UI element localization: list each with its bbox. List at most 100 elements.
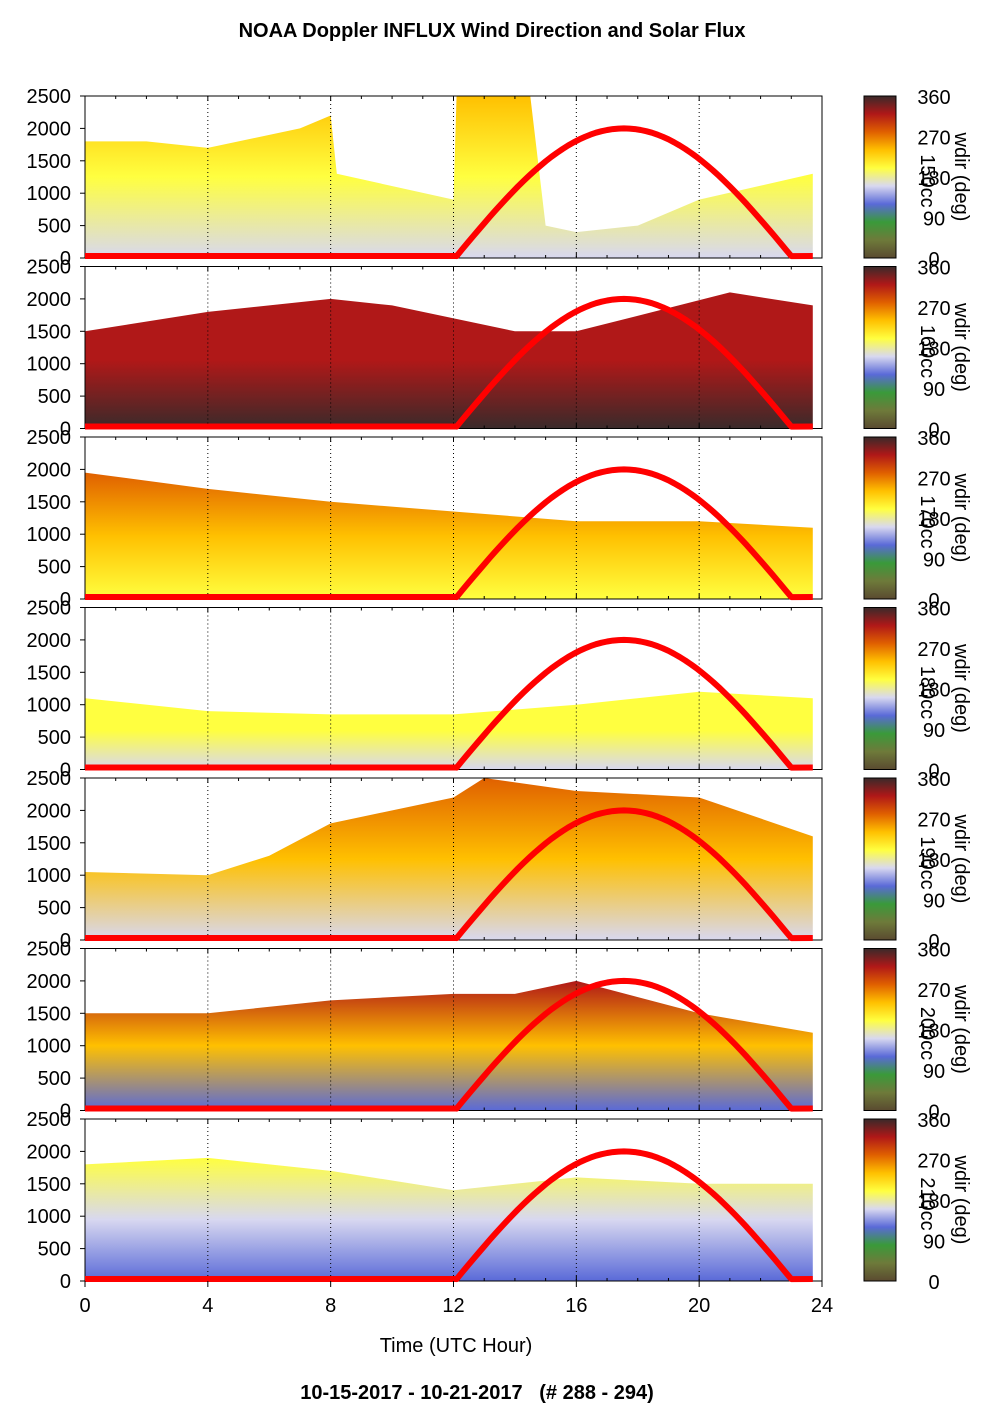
colorbar-tick-label: 270 [917,810,950,832]
panel-7: 0 500 1000 1500 2000 2500 0 90 180 270 360 wdir (de… [27,1109,973,1294]
colorbar-tick-label: 360 [917,599,950,621]
colorbar-gradient [863,1118,897,1282]
colorbar-tick-label: 360 [917,428,950,450]
y-tick-label: 1000 [27,183,72,205]
x-tick-label: 16 [565,1295,587,1317]
y-tick-label: 2500 [27,1109,72,1131]
colorbar-label: wdir (deg) [950,1155,972,1245]
colorbar-tick-label: 0 [928,1102,939,1124]
y-tick-label: 500 [38,216,71,238]
wind-direction-field [85,96,813,258]
colorbar-tick-label: 90 [923,550,945,572]
y-tick-label: 0 [60,1101,71,1123]
colorbar-tick-label: 180 [917,680,950,702]
colorbar-gradient [863,607,897,770]
y-tick-label: 0 [60,589,71,611]
panel-side-label: 150cc [916,154,938,207]
y-tick-label: 1000 [27,695,72,717]
y-tick-label: 500 [38,386,71,408]
y-tick-label: 0 [60,760,71,782]
colorbar-tick-label: 360 [917,1110,950,1132]
y-tick-label: 1500 [27,151,72,173]
colorbar-tick-label: 0 [928,249,939,271]
colorbar-tick-label: 360 [917,87,950,109]
x-tick-label: 8 [325,1295,336,1317]
y-tick-label: 500 [38,1239,71,1261]
colorbar-tick-label: 360 [917,940,950,962]
x-tick-label: 4 [202,1295,213,1317]
y-tick-label: 2500 [27,598,72,620]
y-tick-label: 1500 [27,1174,72,1196]
colorbar-tick-label: 90 [923,720,945,742]
y-tick-label: 2500 [27,257,72,279]
colorbar-tick-label: 0 [928,931,939,953]
colorbar-tick-label: 90 [923,379,945,401]
wind-direction-field [85,1157,813,1281]
panel-5: 0 500 1000 1500 2000 2500 0 90 180 270 360 wdir (de… [27,768,973,953]
panel-3: 0 500 1000 1500 2000 2500 0 90 180 270 360 wdir (de… [27,427,973,612]
y-tick-label: 1500 [27,321,72,343]
y-tick-label: 500 [38,727,71,749]
solar-flux-curve [85,1148,813,1283]
colorbar-tick-label: 360 [917,258,950,280]
y-tick-label: 1500 [27,662,72,684]
wind-direction-field [85,691,813,770]
y-tick-label: 2000 [27,118,72,140]
panel-side-label: 200cc [916,1007,938,1060]
y-tick-label: 1500 [27,1003,72,1025]
y-tick-label: 1000 [27,1036,72,1058]
y-tick-label: 500 [38,898,71,920]
colorbar-tick-label: 0 [928,420,939,442]
colorbar-label: wdir (deg) [950,643,972,733]
solar-flux-curve [85,466,813,601]
wind-direction-field [85,778,813,940]
chart-title: NOAA Doppler INFLUX Wind Direction and S… [239,20,746,42]
y-tick-label: 2500 [27,939,72,961]
colorbar-gradient [863,436,897,600]
y-tick-label: 0 [60,1271,71,1293]
y-tick-label: 1000 [27,865,72,887]
colorbar-label: wdir (deg) [950,473,972,563]
y-tick-label: 500 [38,557,71,579]
solar-flux-curve [85,295,813,430]
colorbar-label: wdir (deg) [950,814,972,904]
y-tick-label: 500 [38,1068,71,1090]
colorbar-tick-label: 180 [917,850,950,872]
panel-side-label: 170cc [916,495,938,548]
solar-flux-curve [85,977,813,1112]
y-tick-label: 2500 [27,86,72,108]
solar-flux-curve [85,807,813,942]
colorbar-gradient [863,777,897,941]
colorbar-tick-label: 90 [923,209,945,231]
x-tick-label: 24 [811,1295,833,1317]
colorbar-label: wdir (deg) [950,302,972,392]
y-tick-label: 2500 [27,427,72,449]
y-tick-label: 0 [60,248,71,270]
solar-flux-curve [85,125,813,260]
colorbar-tick-label: 90 [923,1061,945,1083]
wind-direction-field [85,472,813,599]
x-axis: 0 4 8 12 16 20 24 [79,1281,833,1317]
y-tick-label: 0 [60,419,71,441]
wind-direction-field [85,292,813,429]
wind-direction-field [85,980,813,1111]
colorbar-gradient [863,266,897,429]
panel-side-label: 180cc [916,666,938,719]
colorbar-label: wdir (deg) [950,132,972,222]
colorbar-tick-label: 270 [917,639,950,661]
x-axis-label: Time (UTC Hour) [380,1335,533,1357]
colorbar-tick-label: 0 [928,590,939,612]
x-tick-label: 12 [442,1295,464,1317]
y-tick-label: 2000 [27,800,72,822]
colorbar-gradient [863,948,897,1111]
y-tick-label: 2000 [27,1141,72,1163]
y-tick-label: 1500 [27,833,72,855]
x-tick-label: 20 [688,1295,710,1317]
colorbar-tick-label: 270 [917,1151,950,1173]
y-tick-label: 1000 [27,354,72,376]
